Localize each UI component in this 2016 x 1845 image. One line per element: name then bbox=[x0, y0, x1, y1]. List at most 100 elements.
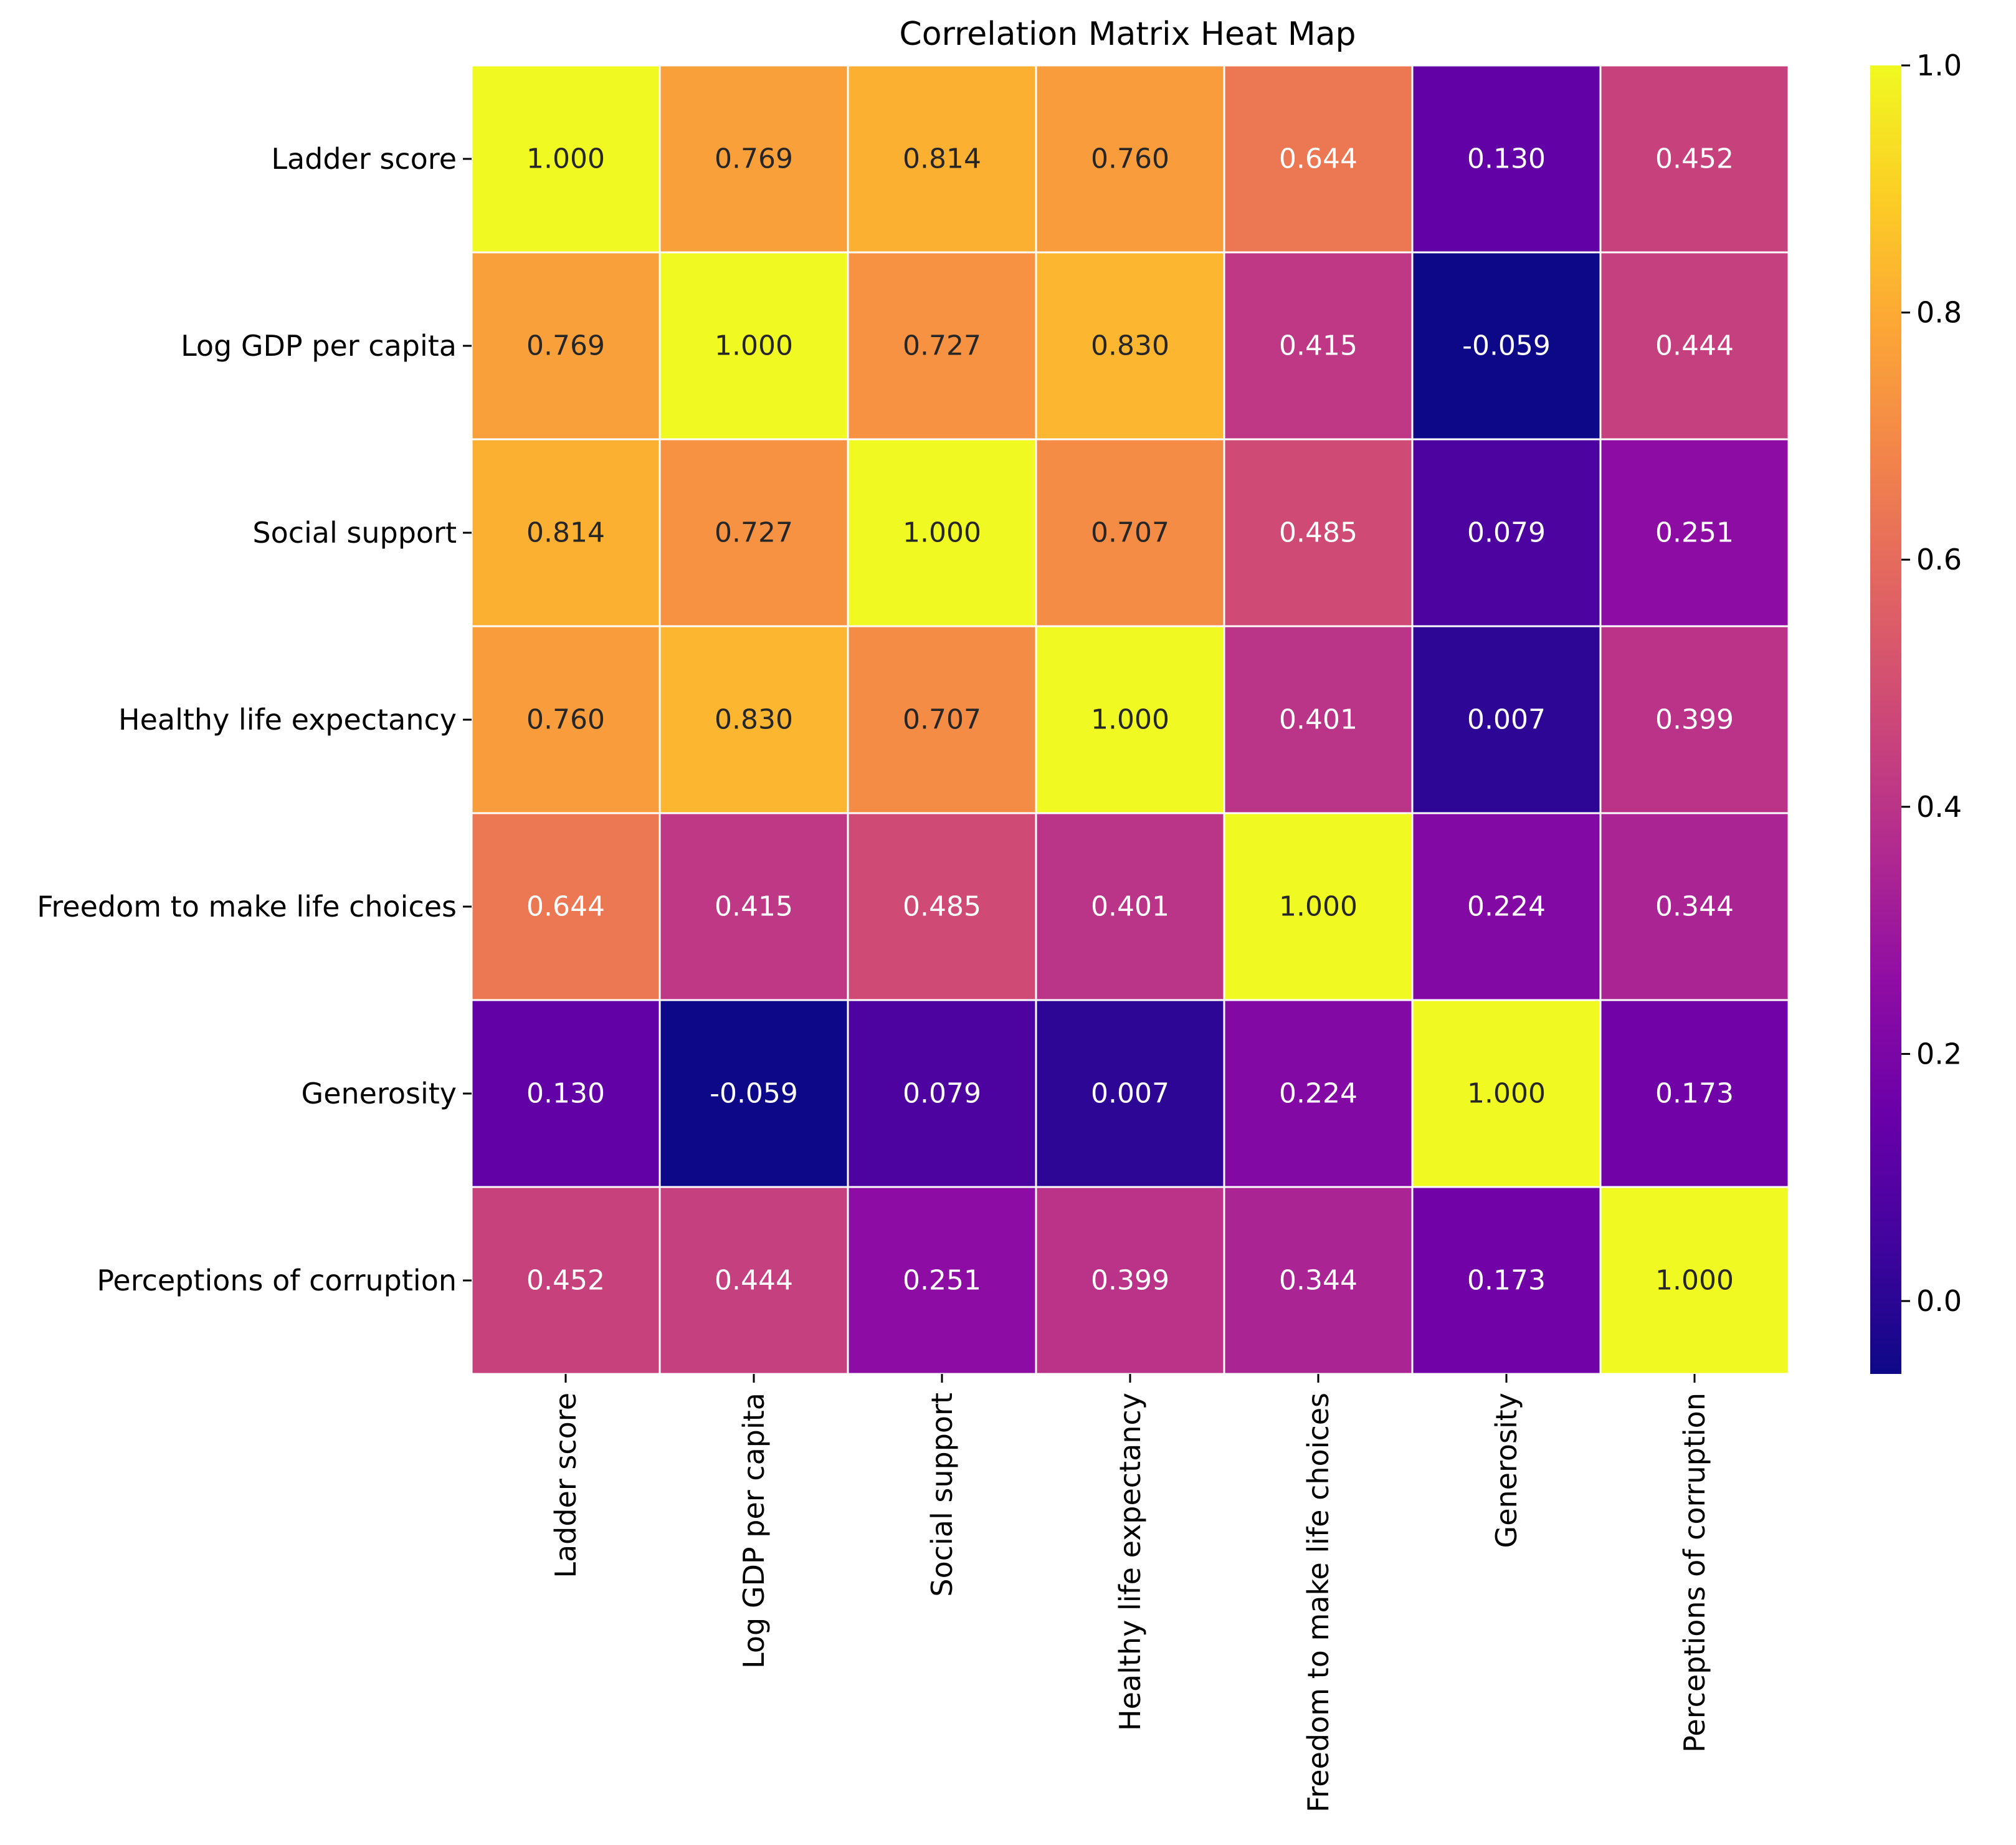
cell-value-label: 0.415 bbox=[1279, 330, 1357, 362]
column-tick-labels: Ladder score Log GDP per capita Social sup… bbox=[549, 1374, 1711, 1813]
cell-value-label: 0.399 bbox=[1091, 1265, 1169, 1297]
heatmap-cell bbox=[1411, 251, 1602, 441]
cell-value-label: 0.344 bbox=[1279, 1265, 1357, 1297]
cell-value-label: 1.000 bbox=[526, 143, 605, 175]
cell-value-label: 0.769 bbox=[715, 143, 793, 175]
heatmap-cell bbox=[1599, 438, 1790, 627]
cell-value-label: 0.130 bbox=[526, 1078, 605, 1110]
column-tick-label: Social support bbox=[925, 1393, 959, 1597]
column-tick-label: Healthy life expectancy bbox=[1113, 1393, 1147, 1731]
column-tick-label: Generosity bbox=[1490, 1393, 1523, 1548]
row-tick-label: Social support bbox=[252, 516, 457, 550]
column-tick-label: Freedom to make life choices bbox=[1301, 1393, 1335, 1813]
colorbar-gradient bbox=[1870, 65, 1901, 1374]
column-tick-label: Log GDP per capita bbox=[737, 1393, 771, 1669]
cell-value-label: 0.224 bbox=[1279, 1078, 1357, 1110]
heatmap-cell bbox=[1223, 251, 1414, 441]
heatmap-cell bbox=[1599, 251, 1790, 441]
heatmap-cell bbox=[659, 438, 849, 627]
colorbar-tick-label: 0.8 bbox=[1916, 296, 1962, 330]
cell-value-label: 1.000 bbox=[903, 517, 981, 549]
column-tick-label: Perceptions of corruption bbox=[1678, 1393, 1711, 1753]
heatmap-cell bbox=[1411, 1186, 1602, 1375]
row-tick-label: Ladder score bbox=[271, 142, 457, 176]
cell-value-label: 0.830 bbox=[1091, 330, 1169, 362]
heatmap-cell bbox=[1223, 1186, 1414, 1375]
cell-value-label: 0.727 bbox=[715, 517, 793, 549]
heatmap-cell bbox=[1223, 438, 1414, 627]
heatmap-cell bbox=[470, 438, 661, 627]
heatmap-cell bbox=[1599, 999, 1790, 1188]
cell-value-label: 0.760 bbox=[1091, 143, 1169, 175]
heatmap-cell bbox=[470, 64, 661, 254]
row-tick-label: Healthy life expectancy bbox=[118, 703, 457, 737]
cell-value-label: 0.644 bbox=[1279, 143, 1357, 175]
heatmap-cell bbox=[1035, 438, 1225, 627]
heatmap-cell bbox=[847, 64, 1037, 254]
row-tick-label: Perceptions of corruption bbox=[97, 1264, 457, 1297]
heatmap-cell bbox=[1035, 625, 1225, 814]
heatmap-cell bbox=[1223, 999, 1414, 1188]
colorbar-tick-label: 0.0 bbox=[1916, 1284, 1962, 1318]
cell-value-label: 0.485 bbox=[1279, 517, 1357, 549]
cell-value-label: 0.173 bbox=[1655, 1078, 1734, 1110]
cell-value-label: 0.130 bbox=[1467, 143, 1546, 175]
heatmap-cell bbox=[470, 812, 661, 1001]
cell-value-label: 0.760 bbox=[526, 704, 605, 736]
cell-value-label: 0.079 bbox=[903, 1078, 981, 1110]
heatmap-cell bbox=[470, 1186, 661, 1375]
heatmap-cell bbox=[847, 812, 1037, 1001]
heatmap-cell bbox=[659, 999, 849, 1188]
heatmap-cell bbox=[1599, 625, 1790, 814]
cell-value-label: 0.830 bbox=[715, 704, 793, 736]
heatmap-cell bbox=[847, 999, 1037, 1188]
heatmap-cell bbox=[470, 999, 661, 1188]
cell-value-label: 1.000 bbox=[1467, 1078, 1546, 1110]
cell-value-label: 0.401 bbox=[1279, 704, 1357, 736]
heatmap-cell bbox=[1599, 1186, 1790, 1375]
row-tick-label: Freedom to make life choices bbox=[37, 890, 457, 923]
colorbar-tick-label: 0.4 bbox=[1916, 790, 1962, 824]
heatmap-cell bbox=[1411, 64, 1602, 254]
row-tick-label: Generosity bbox=[302, 1077, 457, 1110]
cell-value-label: 1.000 bbox=[715, 330, 793, 362]
cell-value-label: 0.399 bbox=[1655, 704, 1734, 736]
heatmap-cells bbox=[470, 64, 1790, 1375]
heatmap-cell bbox=[1035, 64, 1225, 254]
heatmap-cell bbox=[847, 438, 1037, 627]
heatmap-cell bbox=[1411, 625, 1602, 814]
heatmap-cell bbox=[847, 251, 1037, 441]
cell-value-label: 0.344 bbox=[1655, 891, 1734, 923]
chart-title: Correlation Matrix Heat Map bbox=[899, 16, 1356, 53]
row-tick-labels: Ladder score Log GDP per capita Social sup… bbox=[37, 142, 472, 1297]
colorbar: 0.0 0.2 0.4 0.6 0.8 1.0 bbox=[1870, 49, 1962, 1374]
heatmap-cell bbox=[659, 64, 849, 254]
heatmap-cell-labels: 1.000 0.769 0.814 0.760 0.644 0.130 0.452 0.769… bbox=[526, 143, 1734, 1297]
cell-value-label: 1.000 bbox=[1091, 704, 1169, 736]
heatmap-cell bbox=[1411, 438, 1602, 627]
cell-value-label: 0.707 bbox=[1091, 517, 1169, 549]
column-tick-label: Ladder score bbox=[549, 1393, 582, 1578]
cell-value-label: 0.707 bbox=[903, 704, 981, 736]
cell-value-label: 0.485 bbox=[903, 891, 981, 923]
colorbar-tick-label: 0.6 bbox=[1916, 543, 1962, 576]
cell-value-label: 0.444 bbox=[715, 1265, 793, 1297]
cell-value-label: 0.452 bbox=[526, 1265, 605, 1297]
cell-value-label: 0.251 bbox=[903, 1265, 981, 1297]
cell-value-label: 0.415 bbox=[715, 891, 793, 923]
colorbar-tick-label: 0.2 bbox=[1916, 1037, 1962, 1070]
colorbar-tick-label: 1.0 bbox=[1916, 49, 1962, 82]
cell-value-label: 0.007 bbox=[1091, 1078, 1169, 1110]
cell-value-label: 0.727 bbox=[903, 330, 981, 362]
heatmap-cell bbox=[659, 625, 849, 814]
cell-value-label: 0.644 bbox=[526, 891, 605, 923]
cell-value-label: 1.000 bbox=[1655, 1265, 1734, 1297]
cell-value-label: 0.769 bbox=[526, 330, 605, 362]
cell-value-label: 0.814 bbox=[526, 517, 605, 549]
cell-value-label: -0.059 bbox=[710, 1078, 798, 1110]
heatmap-cell bbox=[1035, 999, 1225, 1188]
heatmap-cell bbox=[1035, 1186, 1225, 1375]
heatmap-cell bbox=[1223, 64, 1414, 254]
cell-value-label: 0.452 bbox=[1655, 143, 1734, 175]
